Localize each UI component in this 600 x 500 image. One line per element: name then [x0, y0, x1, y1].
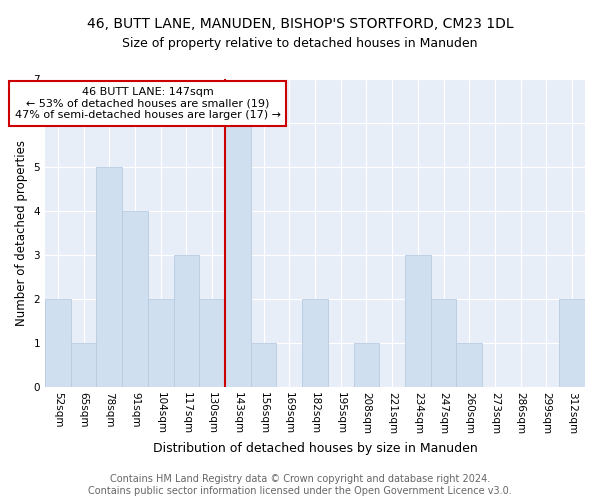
Bar [302, 299, 328, 386]
Bar [71, 342, 97, 386]
Bar [122, 211, 148, 386]
Bar [353, 342, 379, 386]
Text: 46, BUTT LANE, MANUDEN, BISHOP'S STORTFORD, CM23 1DL: 46, BUTT LANE, MANUDEN, BISHOP'S STORTFO… [86, 18, 514, 32]
Text: 46 BUTT LANE: 147sqm
← 53% of detached houses are smaller (19)
47% of semi-detac: 46 BUTT LANE: 147sqm ← 53% of detached h… [15, 87, 281, 120]
X-axis label: Distribution of detached houses by size in Manuden: Distribution of detached houses by size … [152, 442, 478, 455]
Y-axis label: Number of detached properties: Number of detached properties [15, 140, 28, 326]
Bar [405, 255, 431, 386]
Bar [45, 299, 71, 386]
Bar [559, 299, 585, 386]
Text: Contains HM Land Registry data © Crown copyright and database right 2024.
Contai: Contains HM Land Registry data © Crown c… [88, 474, 512, 496]
Bar [97, 167, 122, 386]
Bar [225, 123, 251, 386]
Text: Size of property relative to detached houses in Manuden: Size of property relative to detached ho… [122, 38, 478, 51]
Bar [173, 255, 199, 386]
Bar [457, 342, 482, 386]
Bar [148, 299, 173, 386]
Bar [431, 299, 457, 386]
Bar [199, 299, 225, 386]
Bar [251, 342, 277, 386]
